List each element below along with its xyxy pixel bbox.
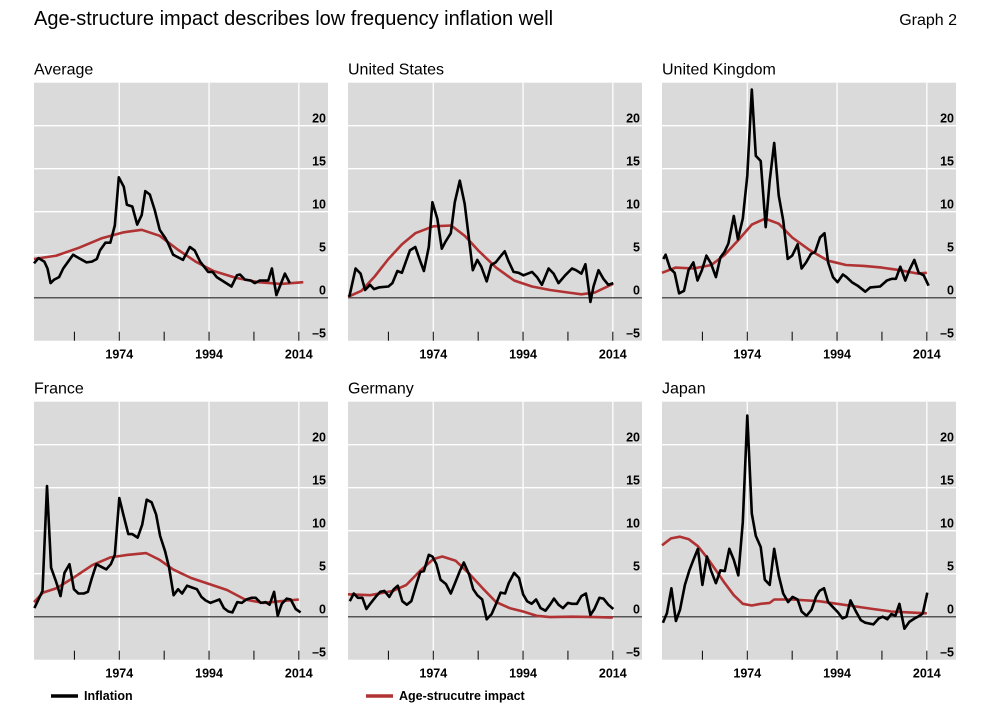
y-tick-label: 15	[626, 474, 640, 488]
y-tick-label: 0	[947, 603, 954, 617]
panel-germany: Germany 20 15 10 5 0 –5 1974 1994 2014	[347, 381, 642, 681]
panel-japan: Japan 20 15 10 5 0 –5 1974 1994 2014	[661, 381, 956, 681]
panel-title: Germany	[348, 381, 414, 398]
panel-title: Average	[34, 62, 93, 79]
x-tick-label: 2014	[913, 348, 941, 362]
inflation-line	[662, 88, 930, 295]
y-tick-label: 10	[626, 198, 640, 212]
x-tick-label: 1994	[509, 667, 537, 681]
x-tick-label: 1974	[419, 348, 447, 362]
y-tick-label: 20	[940, 431, 954, 445]
x-tick-label: 1974	[419, 667, 447, 681]
x-tick-label: 2014	[599, 667, 627, 681]
panel-united-kingdom: United Kingdom 20 15 10 5 0 –5 1974 1994 2014	[661, 62, 956, 362]
x-tick-label: 1994	[195, 667, 223, 681]
y-tick-label: 20	[312, 112, 326, 126]
y-tick-label: 20	[312, 431, 326, 445]
panel-title: United States	[348, 62, 444, 79]
y-tick-label: 0	[633, 603, 640, 617]
x-tick-label: 2014	[285, 667, 313, 681]
age-structure-line	[347, 555, 613, 619]
inflation-line	[33, 176, 291, 297]
y-tick-label: 15	[312, 474, 326, 488]
y-tick-label: 0	[633, 284, 640, 298]
y-tick-label: 10	[312, 517, 326, 531]
x-tick-label: 2014	[285, 348, 313, 362]
y-tick-label: –5	[626, 327, 640, 341]
inflation-line	[348, 179, 614, 304]
y-tick-label: 10	[940, 517, 954, 531]
graph-number: Graph 2	[899, 12, 957, 29]
panel-united-states: United States 20 15 10 5 0 –5 1974 1994 2014	[347, 62, 642, 362]
y-tick-label: 5	[319, 241, 326, 255]
y-tick-label: 5	[633, 560, 640, 574]
inflation-line	[33, 484, 302, 618]
x-tick-label: 2014	[599, 348, 627, 362]
x-tick-label: 1974	[105, 667, 133, 681]
x-tick-label: 1974	[105, 348, 133, 362]
y-tick-label: 0	[947, 284, 954, 298]
x-tick-label: 1994	[823, 348, 851, 362]
y-tick-label: –5	[626, 646, 640, 660]
y-tick-label: 15	[626, 155, 640, 169]
legend-label: Inflation	[84, 689, 133, 703]
panel-title: Japan	[662, 381, 706, 398]
y-tick-label: 15	[312, 155, 326, 169]
y-tick-label: 5	[633, 241, 640, 255]
y-tick-label: 5	[319, 560, 326, 574]
x-tick-label: 1994	[823, 667, 851, 681]
y-tick-label: 0	[319, 603, 326, 617]
y-tick-label: –5	[312, 327, 326, 341]
panel-title: United Kingdom	[662, 62, 776, 79]
y-tick-label: 20	[940, 112, 954, 126]
panel-title: France	[34, 381, 84, 398]
x-tick-label: 1974	[733, 348, 761, 362]
y-tick-label: 15	[940, 474, 954, 488]
y-tick-label: –5	[940, 646, 954, 660]
x-tick-label: 2014	[913, 667, 941, 681]
figure-title: Age-structure impact describes low frequ…	[34, 8, 554, 30]
legend: Inflation Age-strucutre impact	[51, 689, 526, 703]
y-tick-label: –5	[312, 646, 326, 660]
y-tick-label: 10	[626, 517, 640, 531]
y-tick-label: 10	[312, 198, 326, 212]
x-tick-label: 1974	[733, 667, 761, 681]
y-tick-label: 15	[940, 155, 954, 169]
y-tick-label: 5	[947, 241, 954, 255]
age-structure-line	[661, 535, 927, 615]
age-structure-line	[33, 551, 299, 605]
legend-label: Age-strucutre impact	[399, 689, 526, 703]
x-tick-label: 1994	[509, 348, 537, 362]
y-tick-label: 5	[947, 560, 954, 574]
y-tick-label: 10	[940, 198, 954, 212]
panel-france: France 20 15 10 5 0 –5 1974 1994 2014	[33, 381, 328, 681]
inflation-line	[661, 414, 929, 630]
y-tick-label: 20	[626, 431, 640, 445]
y-tick-label: –5	[940, 327, 954, 341]
panel-average: Average 20 15 10 5 0 –5 1974 1994 2014	[33, 62, 328, 362]
inflation-line	[348, 553, 615, 621]
x-tick-label: 1994	[195, 348, 223, 362]
y-tick-label: 20	[626, 112, 640, 126]
age-structure-line	[347, 224, 614, 298]
y-tick-label: 0	[319, 284, 326, 298]
